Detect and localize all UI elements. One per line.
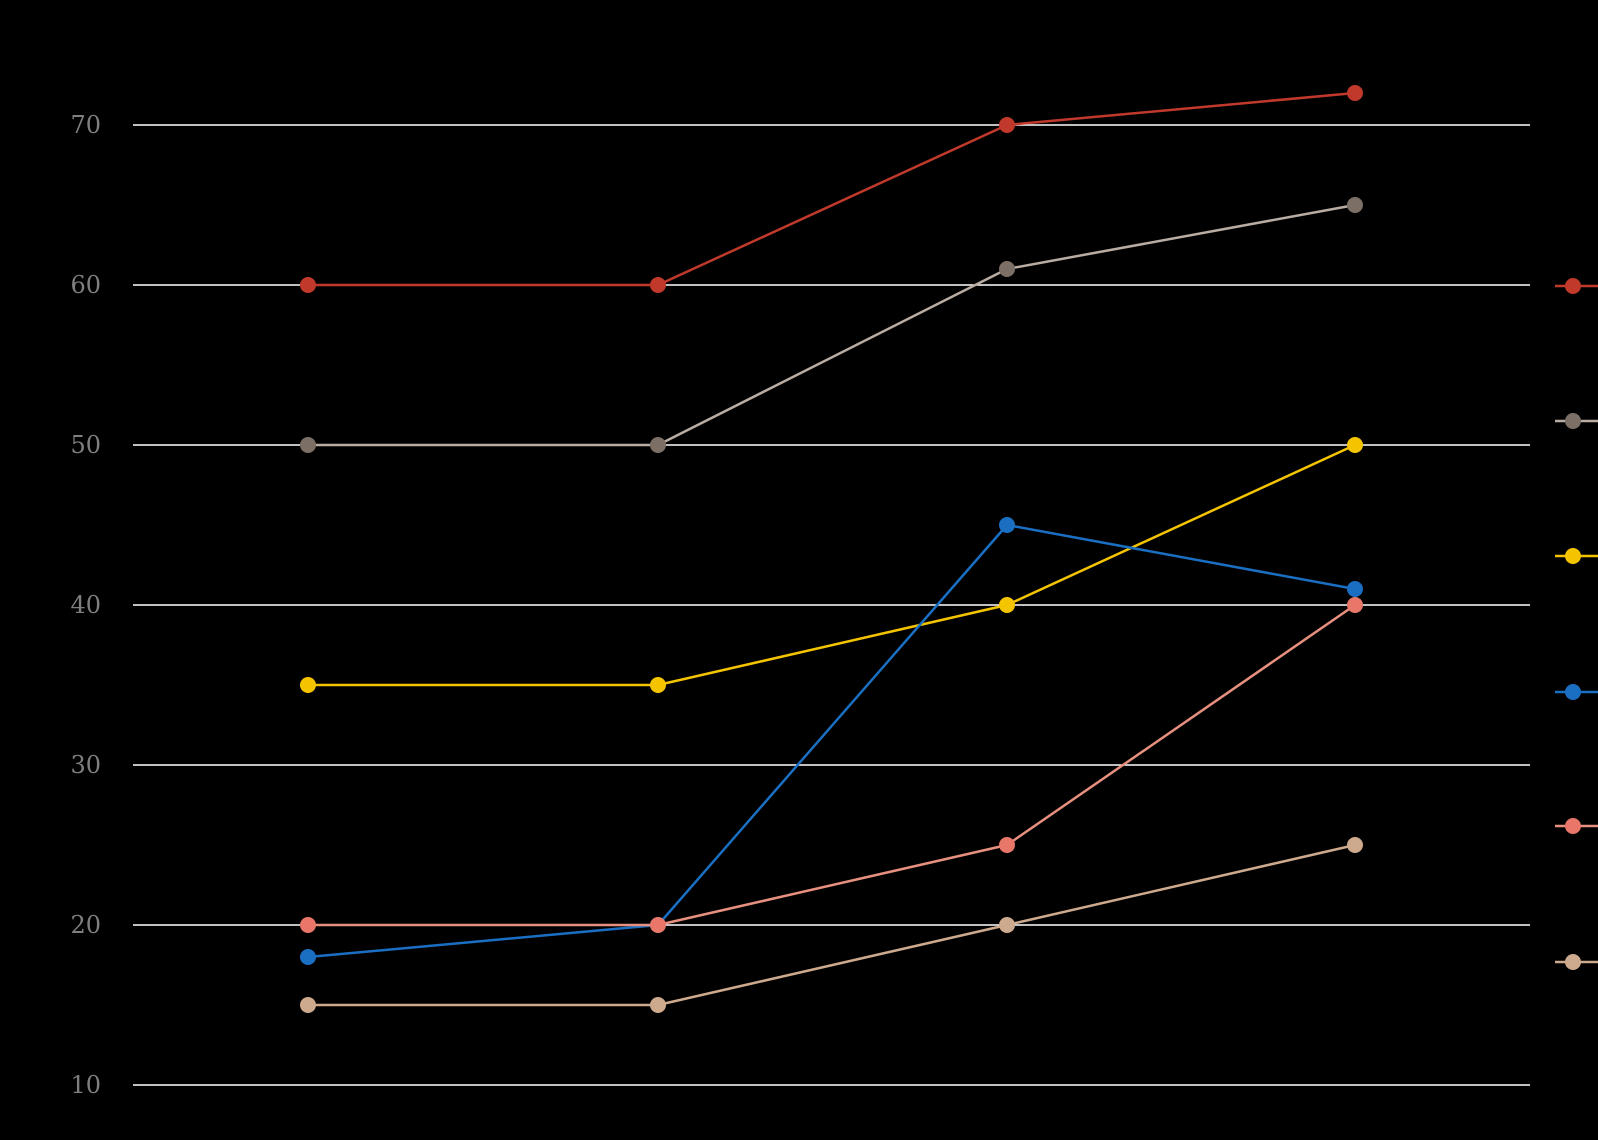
data-point [300,437,316,453]
data-point [999,597,1015,613]
data-point [999,517,1015,533]
legend-entry-4 [1555,684,1598,700]
data-point [1347,437,1363,453]
legend-marker [1565,684,1581,700]
data-point [999,261,1015,277]
data-point [300,997,316,1013]
data-point [1347,581,1363,597]
series-5 [300,597,1363,933]
legend-entry-3 [1555,548,1598,564]
series-line [307,523,1356,959]
data-point [300,917,316,933]
data-point [650,437,666,453]
y-axis-tick-labels: 10 20 30 40 50 60 70 [70,111,101,1099]
y-tick-label: 30 [70,751,101,779]
data-point [650,997,666,1013]
series-line [308,203,1356,447]
data-point [999,117,1015,133]
series-line [308,603,1356,927]
data-point [300,277,316,293]
data-point [1347,85,1363,101]
y-tick-label: 40 [70,591,101,619]
legend-entry-2 [1555,413,1598,429]
legend-entry-1 [1555,278,1598,294]
legend [1555,278,1598,970]
legend-marker [1565,818,1581,834]
data-point [1347,597,1363,613]
series-line [308,91,1356,287]
data-point [650,917,666,933]
y-tick-label: 20 [70,911,101,939]
gridlines [133,124,1530,1086]
data-point [999,917,1015,933]
data-point [1347,837,1363,853]
series-line [308,443,1356,687]
series-lines [300,85,1363,1013]
data-point [999,837,1015,853]
legend-marker [1565,278,1581,294]
series-line [308,843,1356,1007]
legend-entry-6 [1555,954,1598,970]
series-2 [300,197,1363,453]
data-point [300,949,316,965]
y-tick-label: 50 [70,431,101,459]
legend-marker [1565,413,1581,429]
legend-marker [1565,954,1581,970]
series-1 [300,85,1363,293]
data-point [650,677,666,693]
y-tick-label: 60 [70,271,101,299]
data-point [650,277,666,293]
legend-entry-5 [1555,818,1598,834]
y-tick-label: 10 [70,1071,101,1099]
data-point [300,677,316,693]
series-6 [300,837,1363,1013]
series-3 [300,437,1363,693]
y-tick-label: 70 [70,111,101,139]
series-4 [300,517,1363,965]
data-point [1347,197,1363,213]
legend-marker [1565,548,1581,564]
